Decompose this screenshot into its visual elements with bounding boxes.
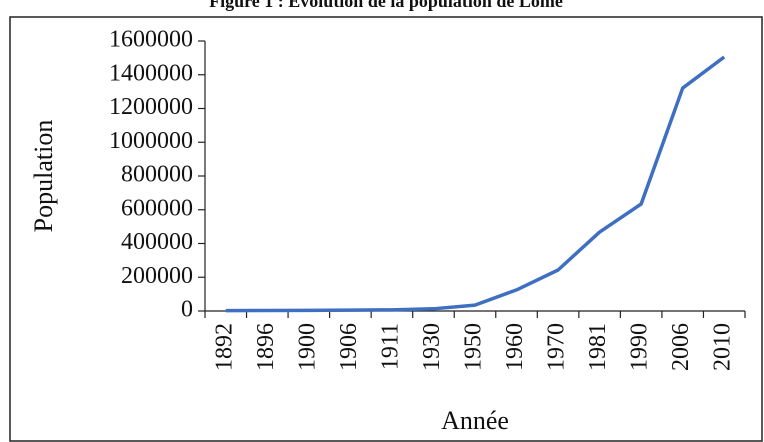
x-tick-label: 1950 [461, 323, 487, 371]
x-axis-label: Année [441, 406, 509, 435]
y-tick-label: 1000000 [109, 128, 193, 154]
y-tick-label: 200000 [121, 263, 193, 289]
y-axis-label: Population [29, 120, 58, 233]
y-tick-label: 1600000 [109, 27, 193, 53]
x-tick-label: 2010 [710, 323, 736, 371]
y-tick-label: 1200000 [109, 94, 193, 120]
y-tick-label: 1400000 [109, 60, 193, 86]
x-tick-label: 1930 [419, 323, 445, 371]
x-tick-label: 1960 [502, 323, 528, 371]
chart-title: Figure 1 : Evolution de la population de… [209, 0, 563, 11]
x-tick-label: 1970 [544, 323, 570, 371]
x-tick-label: 1906 [336, 323, 362, 371]
x-tick-label: 1900 [294, 323, 320, 371]
y-tick-label: 600000 [121, 195, 193, 221]
x-tick-label: 1896 [253, 323, 279, 371]
x-tick-label: 1990 [627, 323, 653, 371]
x-tick-label: 1981 [585, 323, 611, 371]
line-series [225, 55, 726, 313]
y-tick-label: 400000 [121, 229, 193, 255]
x-tick-label: 1892 [211, 323, 237, 371]
y-tick-label: 0 [181, 297, 193, 323]
x-tick-label: 2006 [668, 323, 694, 371]
chart-frame [9, 16, 763, 442]
x-tick-label: 1911 [377, 323, 403, 370]
y-tick-label: 800000 [121, 162, 193, 188]
